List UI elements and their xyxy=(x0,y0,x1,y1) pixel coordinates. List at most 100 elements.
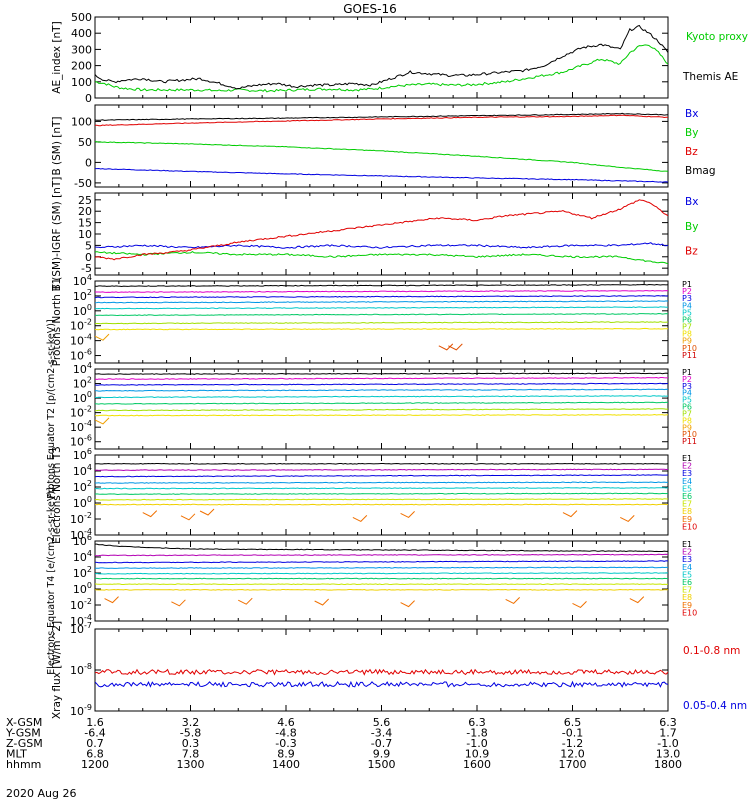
series-p3 xyxy=(95,382,668,386)
y-axis-label: Electrons Equator T4 [e/(cm2-s-sr-keV)] xyxy=(46,487,57,675)
legend-item: By xyxy=(685,221,698,233)
y-tick-label: 0 xyxy=(85,92,92,105)
y-tick-label: 102 xyxy=(73,288,92,303)
panel-frame xyxy=(94,104,669,188)
legend-item: E7 xyxy=(682,500,692,509)
y-tick-label: 10-2 xyxy=(70,597,92,612)
legend-item: P4 xyxy=(682,301,692,310)
legend-item: By xyxy=(685,127,698,139)
legend-item: E9 xyxy=(682,601,692,610)
legend-item: 0.1-0.8 nm xyxy=(683,645,740,657)
y-tick-label: 25 xyxy=(78,194,92,207)
series-p9 xyxy=(95,333,110,341)
series-group xyxy=(95,668,668,688)
legend-item: E5 xyxy=(682,570,692,579)
series-group xyxy=(95,24,668,93)
y-tick-label: 10-4 xyxy=(70,333,92,348)
series-e9 xyxy=(199,508,215,516)
footer-value: 1.6 xyxy=(86,716,104,729)
footer-value: 6.3 xyxy=(659,716,677,729)
series-e1 xyxy=(95,462,668,465)
legend-item: E10 xyxy=(682,608,697,617)
series-p8 xyxy=(95,327,668,331)
footer-value: 1300 xyxy=(177,758,205,771)
series-e7 xyxy=(95,583,668,586)
legend-item: E2 xyxy=(682,462,692,471)
footer-value: -1.0 xyxy=(657,737,678,750)
y-tick-label: -50 xyxy=(74,177,92,190)
panel-frame xyxy=(94,540,669,622)
plot-title: GOES-16 xyxy=(343,2,397,16)
legend-themis: Themis AE xyxy=(682,71,738,83)
footer-value: 1.7 xyxy=(659,727,677,740)
y-tick-label: 104 xyxy=(73,273,92,288)
series-group xyxy=(95,283,668,351)
legend-item: P3 xyxy=(682,294,692,303)
series-e9 xyxy=(171,599,186,607)
series-e2 xyxy=(95,468,668,472)
legend-item: P4 xyxy=(682,389,692,398)
series-e8 xyxy=(95,588,668,591)
series-group xyxy=(95,462,668,523)
legend-item: E5 xyxy=(682,484,692,493)
legend-item: P1 xyxy=(682,280,692,289)
footer-value: -1.8 xyxy=(466,727,487,740)
y-tick-label: 10-8 xyxy=(70,662,92,677)
legend-item: E4 xyxy=(682,477,692,486)
y-axis-label: Protons Equator T2 [p/(cm2-s-sr-keV)] xyxy=(46,319,57,498)
legend-item: P5 xyxy=(682,396,692,405)
footer-row-label: Y-GSM xyxy=(5,727,41,740)
series-e6 xyxy=(95,492,668,496)
footer-row-label: MLT xyxy=(6,748,27,761)
series-kyoto-proxy-ae xyxy=(95,44,668,93)
legend-item: P8 xyxy=(682,416,692,425)
panel-frame xyxy=(94,454,669,536)
series-p5 xyxy=(95,395,668,399)
footer-value: 5.6 xyxy=(373,716,391,729)
y-axis-label: B (SM)-IGRF (SM) [nT] xyxy=(51,177,63,292)
series-0-1-0-8-nm xyxy=(95,668,668,676)
legend-item: Bx xyxy=(685,196,698,208)
legend-item: P11 xyxy=(682,437,697,446)
footer-value: -4.8 xyxy=(275,727,296,740)
legend-item: Bx xyxy=(685,108,698,120)
footer-value: -3.4 xyxy=(371,727,392,740)
y-tick-label: 102 xyxy=(73,565,92,580)
legend-item: E1 xyxy=(682,454,692,463)
footer-value: 1500 xyxy=(368,758,396,771)
series-p6 xyxy=(95,401,668,405)
footer-value: 8.9 xyxy=(277,748,295,761)
footer-value: -1.0 xyxy=(466,737,487,750)
footer-value: 6.3 xyxy=(468,716,486,729)
series-p7 xyxy=(95,321,668,325)
date-label: 2020 Aug 26 xyxy=(6,787,76,800)
footer-value: 12.0 xyxy=(560,748,585,761)
series-bx xyxy=(95,242,668,249)
legend-item: E10 xyxy=(682,522,697,531)
y-tick-label: 0 xyxy=(85,156,92,169)
series-e9 xyxy=(400,511,415,519)
y-tick-label: 0 xyxy=(85,251,92,264)
legend-item: P7 xyxy=(682,323,692,332)
footer-value: 0.3 xyxy=(182,737,200,750)
footer-value: -0.7 xyxy=(371,737,392,750)
footer-value: 6.5 xyxy=(564,716,582,729)
legend-item: E4 xyxy=(682,563,692,572)
series-p8 xyxy=(95,413,668,417)
series-e9 xyxy=(238,597,253,605)
y-axis-label: B (SM) [nT] xyxy=(51,116,63,175)
panel-frame xyxy=(94,192,669,276)
series-e3 xyxy=(95,560,668,564)
footer-value: -5.8 xyxy=(180,727,201,740)
series-e4 xyxy=(95,481,668,484)
series-p9 xyxy=(667,336,668,337)
series-group xyxy=(95,543,668,609)
series-by xyxy=(95,141,668,172)
y-axis-label: Protons North T1 xyxy=(51,278,63,366)
series-p7 xyxy=(95,408,668,412)
y-tick-label: 10-2 xyxy=(70,318,92,333)
